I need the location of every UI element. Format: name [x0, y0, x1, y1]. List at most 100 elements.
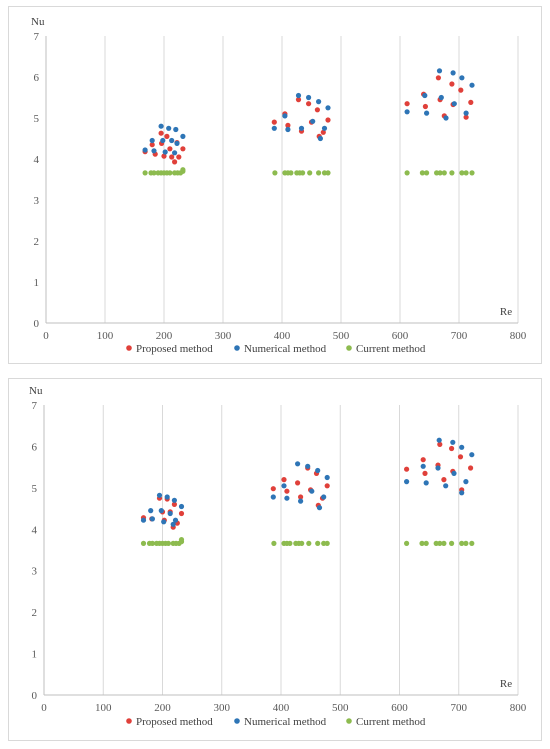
data-point [423, 540, 429, 546]
legend-marker [234, 718, 240, 724]
data-point [178, 503, 185, 510]
data-point [270, 486, 276, 492]
x-tick-label: 400 [273, 702, 290, 714]
data-point [315, 467, 321, 474]
data-point [171, 501, 177, 507]
data-point [441, 170, 447, 176]
y-tick-label: 4 [34, 154, 40, 166]
data-point [443, 115, 449, 121]
data-point [451, 101, 457, 107]
data-point [158, 123, 164, 129]
data-point [142, 170, 148, 176]
data-point [451, 470, 457, 476]
data-point [149, 540, 155, 546]
data-point [160, 137, 166, 144]
y-tick-label: 7 [34, 31, 40, 43]
data-point [295, 97, 302, 103]
data-point [469, 540, 475, 546]
data-point [140, 517, 147, 523]
data-point [149, 516, 155, 522]
data-point [176, 154, 182, 160]
legend-label: Numerical method [244, 343, 327, 355]
x-tick-label: 500 [332, 702, 349, 714]
series-proposed-method [140, 441, 474, 530]
data-point [151, 170, 157, 176]
data-point [281, 477, 287, 483]
x-tick-label: 800 [510, 330, 527, 342]
data-point [438, 94, 444, 101]
data-point [436, 437, 442, 443]
data-point [164, 494, 170, 500]
data-point [180, 133, 186, 139]
data-point [178, 537, 185, 543]
y-tick-label: 4 [32, 524, 38, 536]
data-point [270, 494, 276, 500]
data-point [315, 540, 321, 546]
data-point [180, 146, 186, 152]
data-point [295, 461, 301, 467]
data-point [171, 497, 177, 503]
data-point [287, 540, 293, 546]
data-point [422, 470, 428, 476]
legend-marker [126, 718, 132, 724]
data-point [468, 465, 474, 471]
data-point [324, 474, 330, 481]
data-point [170, 521, 176, 527]
data-point [178, 510, 185, 517]
data-point [288, 170, 294, 176]
y-tick-label: 2 [34, 236, 40, 248]
data-point [433, 540, 439, 546]
data-point [459, 444, 465, 450]
data-point [169, 137, 175, 144]
data-point [441, 477, 447, 483]
data-point [437, 170, 443, 176]
data-point [305, 463, 311, 469]
legend-marker [234, 345, 240, 351]
series-current-method [142, 167, 475, 176]
data-point [306, 540, 312, 546]
data-point [151, 148, 157, 154]
x-tick-label: 400 [274, 330, 291, 342]
data-point [450, 70, 456, 76]
legend-marker [126, 345, 132, 351]
data-point [459, 490, 465, 496]
data-point [314, 107, 320, 113]
x-axis-title: Re [500, 678, 512, 690]
data-point [167, 510, 173, 517]
data-point [325, 170, 331, 176]
data-point [161, 153, 167, 159]
data-point [307, 170, 313, 176]
data-point [404, 466, 410, 472]
data-point [450, 439, 456, 445]
x-tick-label: 200 [156, 330, 173, 342]
data-point [316, 99, 322, 105]
data-point [285, 126, 291, 133]
y-tick-label: 3 [34, 195, 40, 207]
data-point [271, 540, 277, 546]
data-point [298, 498, 304, 504]
data-point [298, 125, 305, 131]
data-point [149, 137, 155, 144]
data-point [321, 494, 327, 500]
chart-panel-top: 0 100 200 300 400 500 600 700 800 0 1 2 3 4 5 6 7 Nu Re Pro… [8, 6, 542, 364]
data-point [284, 495, 290, 501]
data-point [174, 140, 180, 146]
x-tick-label: 600 [391, 702, 408, 714]
data-point [316, 505, 323, 511]
data-point [435, 465, 441, 471]
legend-marker [346, 718, 352, 724]
x-tick-label: 300 [214, 702, 231, 714]
data-point [309, 488, 315, 494]
data-point [306, 94, 312, 101]
data-point [449, 170, 455, 176]
x-tick-label: 0 [41, 702, 47, 714]
x-tick-label: 200 [154, 702, 171, 714]
data-point [167, 170, 173, 176]
data-point [459, 540, 465, 546]
data-point [463, 114, 469, 120]
data-point [164, 133, 170, 139]
x-tick-label: 300 [215, 330, 232, 342]
data-point [149, 142, 155, 148]
data-point [317, 135, 323, 142]
data-point [449, 540, 455, 546]
